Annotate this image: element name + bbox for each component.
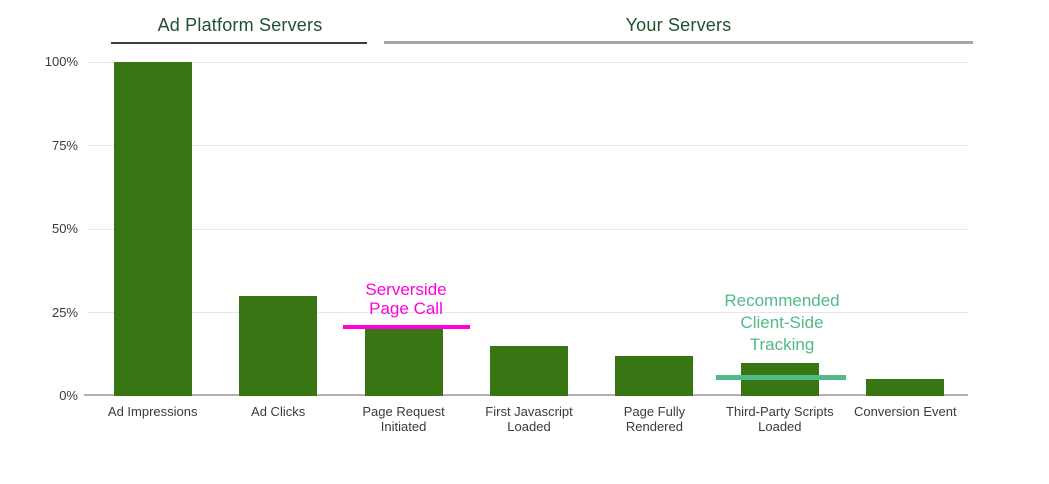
y-axis-tick-label: 75%: [51, 137, 78, 153]
x-axis-category-label: Page Request Initiated: [362, 404, 445, 434]
recommended-client-side-tracking-annotation: Recommended Client-Side Tracking: [707, 290, 857, 356]
bar: [364, 329, 443, 396]
x-axis-category-label: Ad Impressions: [107, 404, 198, 419]
gridline: [88, 61, 968, 63]
bar: [615, 355, 694, 396]
serverside-page-call-annotation: Serverside Page Call: [336, 280, 476, 318]
annotation-line: Client-Side: [740, 313, 824, 332]
bar: [490, 345, 568, 396]
your-servers-underline: [384, 41, 973, 44]
section-header-ad-platform-servers: Ad Platform Servers: [157, 15, 323, 35]
x-axis-category-label: Third-Party Scripts Loaded: [726, 404, 834, 434]
annotation-line: Serverside: [365, 280, 447, 299]
x-axis-category-label: First Javascript Loaded: [485, 404, 573, 434]
annotation-line: Page Call: [369, 299, 443, 318]
x-axis-category-label: Ad Clicks: [251, 404, 306, 419]
annotation-line: Tracking: [749, 335, 815, 354]
y-axis-tick-label: 0%: [59, 388, 78, 403]
y-axis-tick-label: 100%: [44, 54, 78, 69]
x-axis-category-label: Conversion Event: [853, 404, 957, 419]
y-axis-tick-label: 50%: [51, 221, 78, 236]
section-header-your-servers: Your Servers: [625, 15, 732, 35]
gridline: [88, 145, 968, 146]
gridline: [88, 228, 968, 230]
ad-platform-servers-underline: [111, 42, 367, 44]
serverside-page-call-marker-line: [343, 325, 470, 329]
bar: [239, 295, 318, 396]
x-axis-category-label: Page Fully Rendered: [623, 404, 686, 434]
annotation-line: Recommended: [724, 291, 840, 310]
gridline: [88, 312, 968, 313]
bar: [113, 62, 192, 396]
y-axis-tick-label: 25%: [51, 304, 78, 320]
bar: [866, 379, 945, 396]
recommended-client-side-tracking-marker-line: [716, 375, 846, 380]
